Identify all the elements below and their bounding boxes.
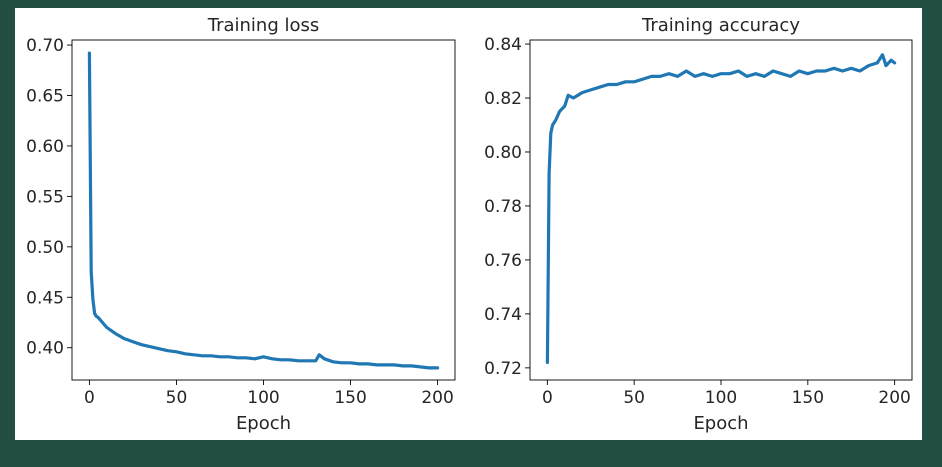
chart1-x-tick-label: 50: [166, 388, 188, 408]
chart1-x-tick-label: 200: [421, 388, 453, 408]
chart1-x-tick-label: 150: [334, 388, 366, 408]
chart2-x-axis-label: Epoch: [693, 413, 748, 434]
chart2-x-tick-label: 0: [542, 388, 553, 408]
chart2-x-tick-label: 200: [878, 388, 910, 408]
chart1-axes-frame: [71, 39, 456, 381]
chart2-group: 0 50 100 150 200 0.72 0.74 0.76 0.78 0.80 0.82 0.84…: [484, 15, 913, 434]
chart2-y-tick-label: 0.72: [484, 359, 522, 379]
chart2-y-tick-label: 0.74: [484, 305, 522, 325]
chart1-y-tick-label: 0.65: [26, 86, 64, 106]
chart1-y-tick-label: 0.40: [26, 339, 64, 359]
chart1-y-tick-label: 0.60: [26, 137, 64, 157]
chart2-y-tick-label: 0.84: [484, 35, 522, 55]
chart2-x-tick-label: 100: [705, 388, 737, 408]
chart2-series-line: [545, 53, 897, 365]
chart1-x-tick-label: 100: [247, 388, 279, 408]
chart1-series-line: [87, 51, 440, 370]
chart2-title: Training accuracy: [641, 15, 800, 36]
chart2-y-tick-label: 0.76: [484, 251, 522, 271]
chart1-y-tick-label: 0.50: [26, 238, 64, 258]
chart2-y-tick-label: 0.82: [484, 89, 522, 109]
chart2-y-tick-label: 0.78: [484, 197, 522, 217]
figure-canvas: 0 50 100 150 200 0.40 0.45 0.50 0.55 0.60 0.65 0.70…: [15, 8, 922, 440]
chart1-y-tick-label: 0.45: [26, 288, 64, 308]
chart2-x-tick-label: 150: [792, 388, 824, 408]
chart1-y-tick-label: 0.55: [26, 187, 64, 207]
chart1-title: Training loss: [207, 15, 320, 36]
chart2-y-tick-label: 0.80: [484, 143, 522, 163]
chart2-x-tick-label: 50: [623, 388, 645, 408]
chart1-x-tick-label: 0: [84, 388, 95, 408]
figure-svg: 0 50 100 150 200 0.40 0.45 0.50 0.55 0.60 0.65 0.70…: [26, 15, 913, 434]
chart1-group: 0 50 100 150 200 0.40 0.45 0.50 0.55 0.60 0.65 0.70…: [26, 15, 456, 434]
chart1-x-axis-label: Epoch: [236, 413, 291, 434]
chart1-y-tick-label: 0.70: [26, 36, 64, 56]
